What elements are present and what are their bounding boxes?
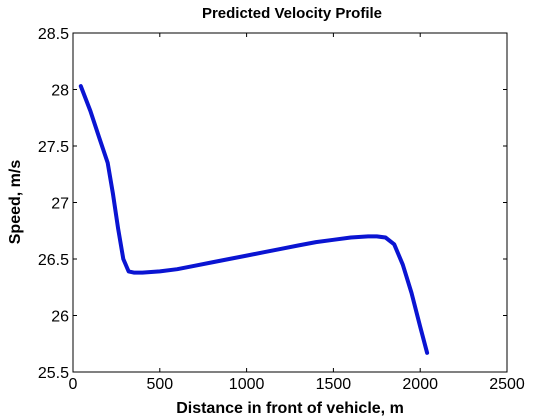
y-tick-label: 28	[51, 83, 69, 100]
x-tick-label: 2500	[489, 376, 525, 393]
plot-area-frame	[72, 32, 508, 373]
y-axis-label: Speed, m/s	[7, 160, 24, 245]
y-tick-label: 26.5	[38, 252, 69, 269]
x-tick-label: 1500	[316, 376, 352, 393]
x-tick-label: 1000	[229, 376, 265, 393]
y-tick-label: 28.5	[38, 26, 69, 43]
y-tick-label: 27	[51, 196, 69, 213]
tick-marks	[72, 32, 508, 373]
y-tick-label: 25.5	[38, 365, 69, 382]
x-axis-label: Distance in front of vehicle, m	[176, 400, 404, 417]
y-tick-label: 26	[51, 309, 69, 326]
x-tick-label: 2000	[402, 376, 438, 393]
y-tick-label: 27.5	[38, 139, 69, 156]
x-tick-label: 500	[146, 376, 173, 393]
chart-title: Predicted Velocity Profile	[202, 5, 382, 22]
series-layer	[78, 84, 430, 355]
x-tick-label: 0	[69, 376, 78, 393]
x-tick-labels: 0 500 1000 1500 2000 2500	[69, 376, 525, 393]
y-tick-labels: 25.5 26 26.5 27 27.5 28 28.5	[38, 26, 69, 382]
series-line	[78, 84, 430, 355]
